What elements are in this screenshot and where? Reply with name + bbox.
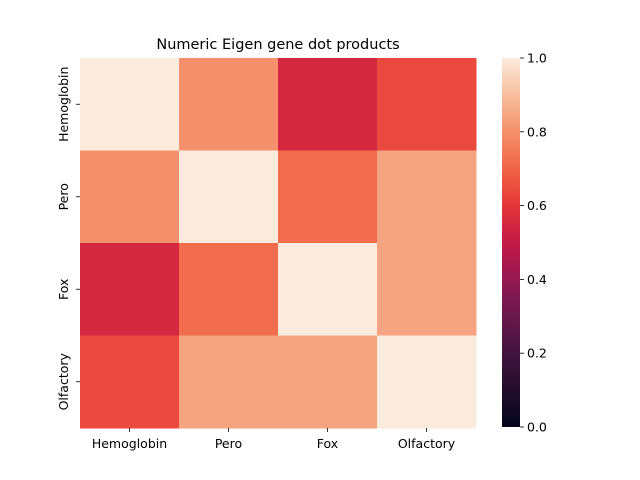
colorbar-tick-label: 1.0 — [527, 51, 547, 66]
heatmap-cell-2-2 — [278, 243, 378, 336]
heatmap-cell-1-1 — [179, 150, 279, 244]
colorbar-tick-label: 0.0 — [527, 420, 547, 435]
heatmap-cell-3-1 — [179, 335, 279, 429]
heatmap-cell-3-2 — [278, 335, 378, 429]
x-tick-label: Pero — [215, 436, 242, 451]
heatmap-cell-2-0 — [80, 243, 180, 336]
heatmap-cell-1-3 — [377, 150, 477, 244]
heatmap-cell-2-3 — [377, 243, 477, 336]
chart-title: Numeric Eigen gene dot products — [156, 37, 399, 53]
colorbar-tick-label: 0.2 — [527, 346, 547, 361]
colorbar-tick-label: 0.4 — [527, 272, 547, 287]
y-tick-label: Fox — [56, 279, 71, 300]
y-axis: Hemoglobin Pero Fox Olfactory — [56, 67, 80, 410]
colorbar: 0.0 0.2 0.4 0.6 0.8 1.0 — [502, 51, 547, 435]
heatmap-cell-1-0 — [80, 150, 180, 244]
y-tick-label: Pero — [56, 183, 71, 210]
heatmap-cells — [80, 58, 477, 429]
heatmap-cell-1-2 — [278, 150, 378, 244]
colorbar-gradient — [502, 58, 520, 427]
x-tick-label: Fox — [317, 436, 338, 451]
heatmap-cell-0-3 — [377, 58, 477, 151]
heatmap-cell-0-2 — [278, 58, 378, 151]
colorbar-tick-label: 0.6 — [527, 198, 547, 213]
heatmap-cell-0-1 — [179, 58, 279, 151]
x-axis: Hemoglobin Pero Fox Olfactory — [92, 428, 456, 451]
heatmap-cell-0-0 — [80, 58, 180, 151]
heatmap-cell-2-1 — [179, 243, 279, 336]
x-tick-label: Hemoglobin — [92, 436, 167, 451]
y-tick-label: Hemoglobin — [56, 67, 71, 142]
colorbar-tick-label: 0.8 — [527, 124, 547, 139]
heatmap-cell-3-0 — [80, 335, 180, 429]
x-tick-label: Olfactory — [398, 436, 456, 451]
y-tick-label: Olfactory — [56, 352, 71, 410]
heatmap-cell-3-3 — [377, 335, 477, 429]
